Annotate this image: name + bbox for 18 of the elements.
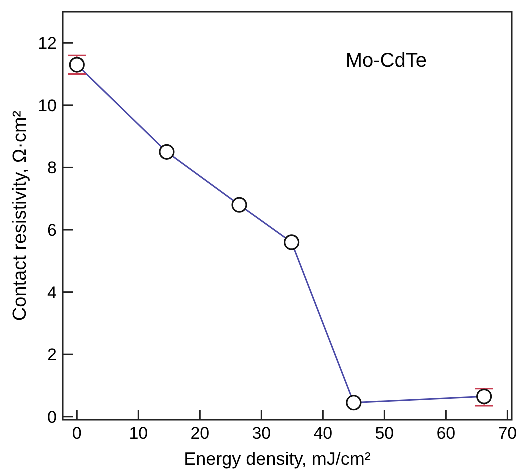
y-tick-label: 8 <box>48 158 57 178</box>
y-axis-title: Contact resistivity, Ω·cm² <box>10 110 31 322</box>
x-tick-label: 20 <box>190 424 210 443</box>
y-tick-label: 6 <box>48 221 57 240</box>
x-tick-label: 70 <box>498 424 518 443</box>
x-tick-label: 0 <box>72 424 82 443</box>
x-axis-title: Energy density, mJ/cm² <box>184 449 371 469</box>
y-tick-label: 0 <box>48 408 57 427</box>
y-tick-label: 2 <box>48 346 57 365</box>
y-tick-label: 10 <box>38 96 57 116</box>
x-tick-label: 30 <box>252 424 272 443</box>
x-tick-label: 40 <box>314 424 333 443</box>
x-tick-label: 10 <box>129 424 148 443</box>
annotation: Mo-CdTe <box>346 50 428 72</box>
y-tick-label: 4 <box>48 283 57 302</box>
y-tick-label: 12 <box>38 34 57 54</box>
x-tick-label: 60 <box>436 424 456 443</box>
x-tick-label: 50 <box>375 424 394 443</box>
